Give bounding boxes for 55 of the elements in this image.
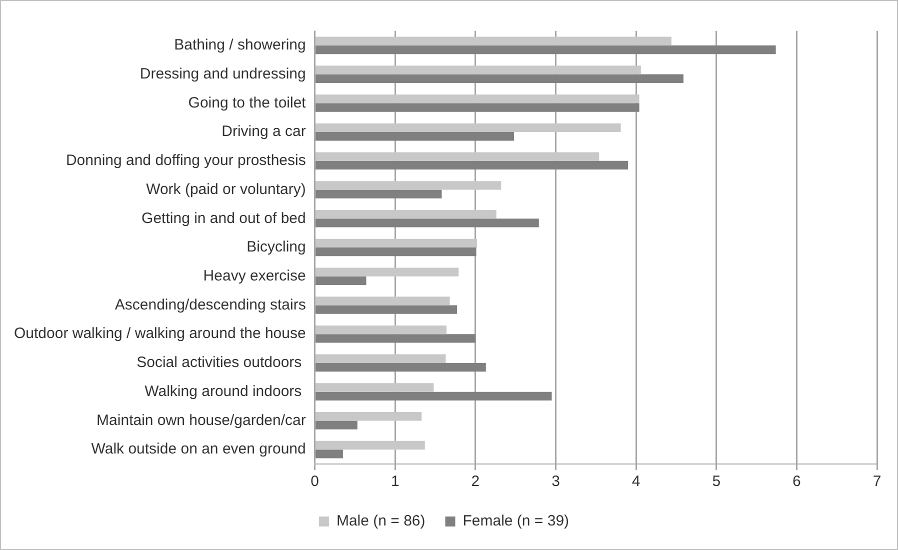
y-tick-label: Dressing and undressing <box>140 65 306 82</box>
y-tick-label: Bicycling <box>246 238 306 256</box>
x-tick-label: 7 <box>872 473 882 490</box>
x-tick-label: 3 <box>552 473 560 490</box>
bar <box>316 160 628 170</box>
bar <box>316 74 684 83</box>
bar <box>316 268 459 276</box>
bar <box>316 66 641 74</box>
bar <box>316 36 672 46</box>
bar <box>316 276 366 286</box>
y-tick-label: Walk outside on an even ground <box>91 440 306 458</box>
x-tick-label: 1 <box>390 473 400 490</box>
x-tick-label: 0 <box>310 473 320 490</box>
bar <box>316 383 434 392</box>
bar <box>316 334 476 343</box>
bar <box>316 305 457 314</box>
x-tick-label: 5 <box>712 473 721 490</box>
x-tick-label: 4 <box>632 473 640 490</box>
bar <box>316 190 442 198</box>
bar <box>316 450 343 458</box>
y-tick-label: Heavy exercise <box>203 268 306 285</box>
bar <box>316 152 600 161</box>
bar <box>316 362 486 372</box>
y-tick-label: Maintain own house/garden/car <box>96 412 306 429</box>
y-tick-label: Going to the toilet <box>188 94 307 112</box>
bar <box>316 392 552 400</box>
bar <box>316 440 425 450</box>
y-tick-label: Ascending/descending stairs <box>114 296 306 314</box>
bar <box>316 218 539 228</box>
y-tick-label: Outdoor walking / walking around the house <box>14 325 306 342</box>
y-tick-label: Getting in and out of bed <box>142 210 306 227</box>
bar <box>316 238 478 248</box>
bar <box>316 123 621 132</box>
bar <box>316 296 450 306</box>
y-tick-label: Donning and doffing your prosthesis <box>66 152 306 170</box>
bar <box>316 210 496 219</box>
bar <box>316 103 640 112</box>
bar <box>316 94 640 104</box>
y-tick-label: Bathing / showering <box>174 36 306 54</box>
bar <box>316 354 446 363</box>
legend-label: Male (n = 86) <box>336 512 426 530</box>
bar <box>316 181 502 190</box>
bar <box>316 412 422 421</box>
x-tick-label: 2 <box>471 473 480 490</box>
bar <box>316 132 514 141</box>
bar <box>316 45 776 54</box>
y-tick-label: Driving a car <box>222 123 306 140</box>
y-tick-label: Walking around indoors <box>144 382 306 400</box>
x-tick-label: 6 <box>792 473 801 490</box>
legend-label: Female (n = 39) <box>462 512 570 530</box>
bar <box>316 248 476 256</box>
bar <box>316 420 358 430</box>
bar <box>316 325 447 334</box>
y-tick-label: Social activities outdoors <box>136 354 306 372</box>
y-tick-label: Work (paid or voluntary) <box>146 180 306 198</box>
